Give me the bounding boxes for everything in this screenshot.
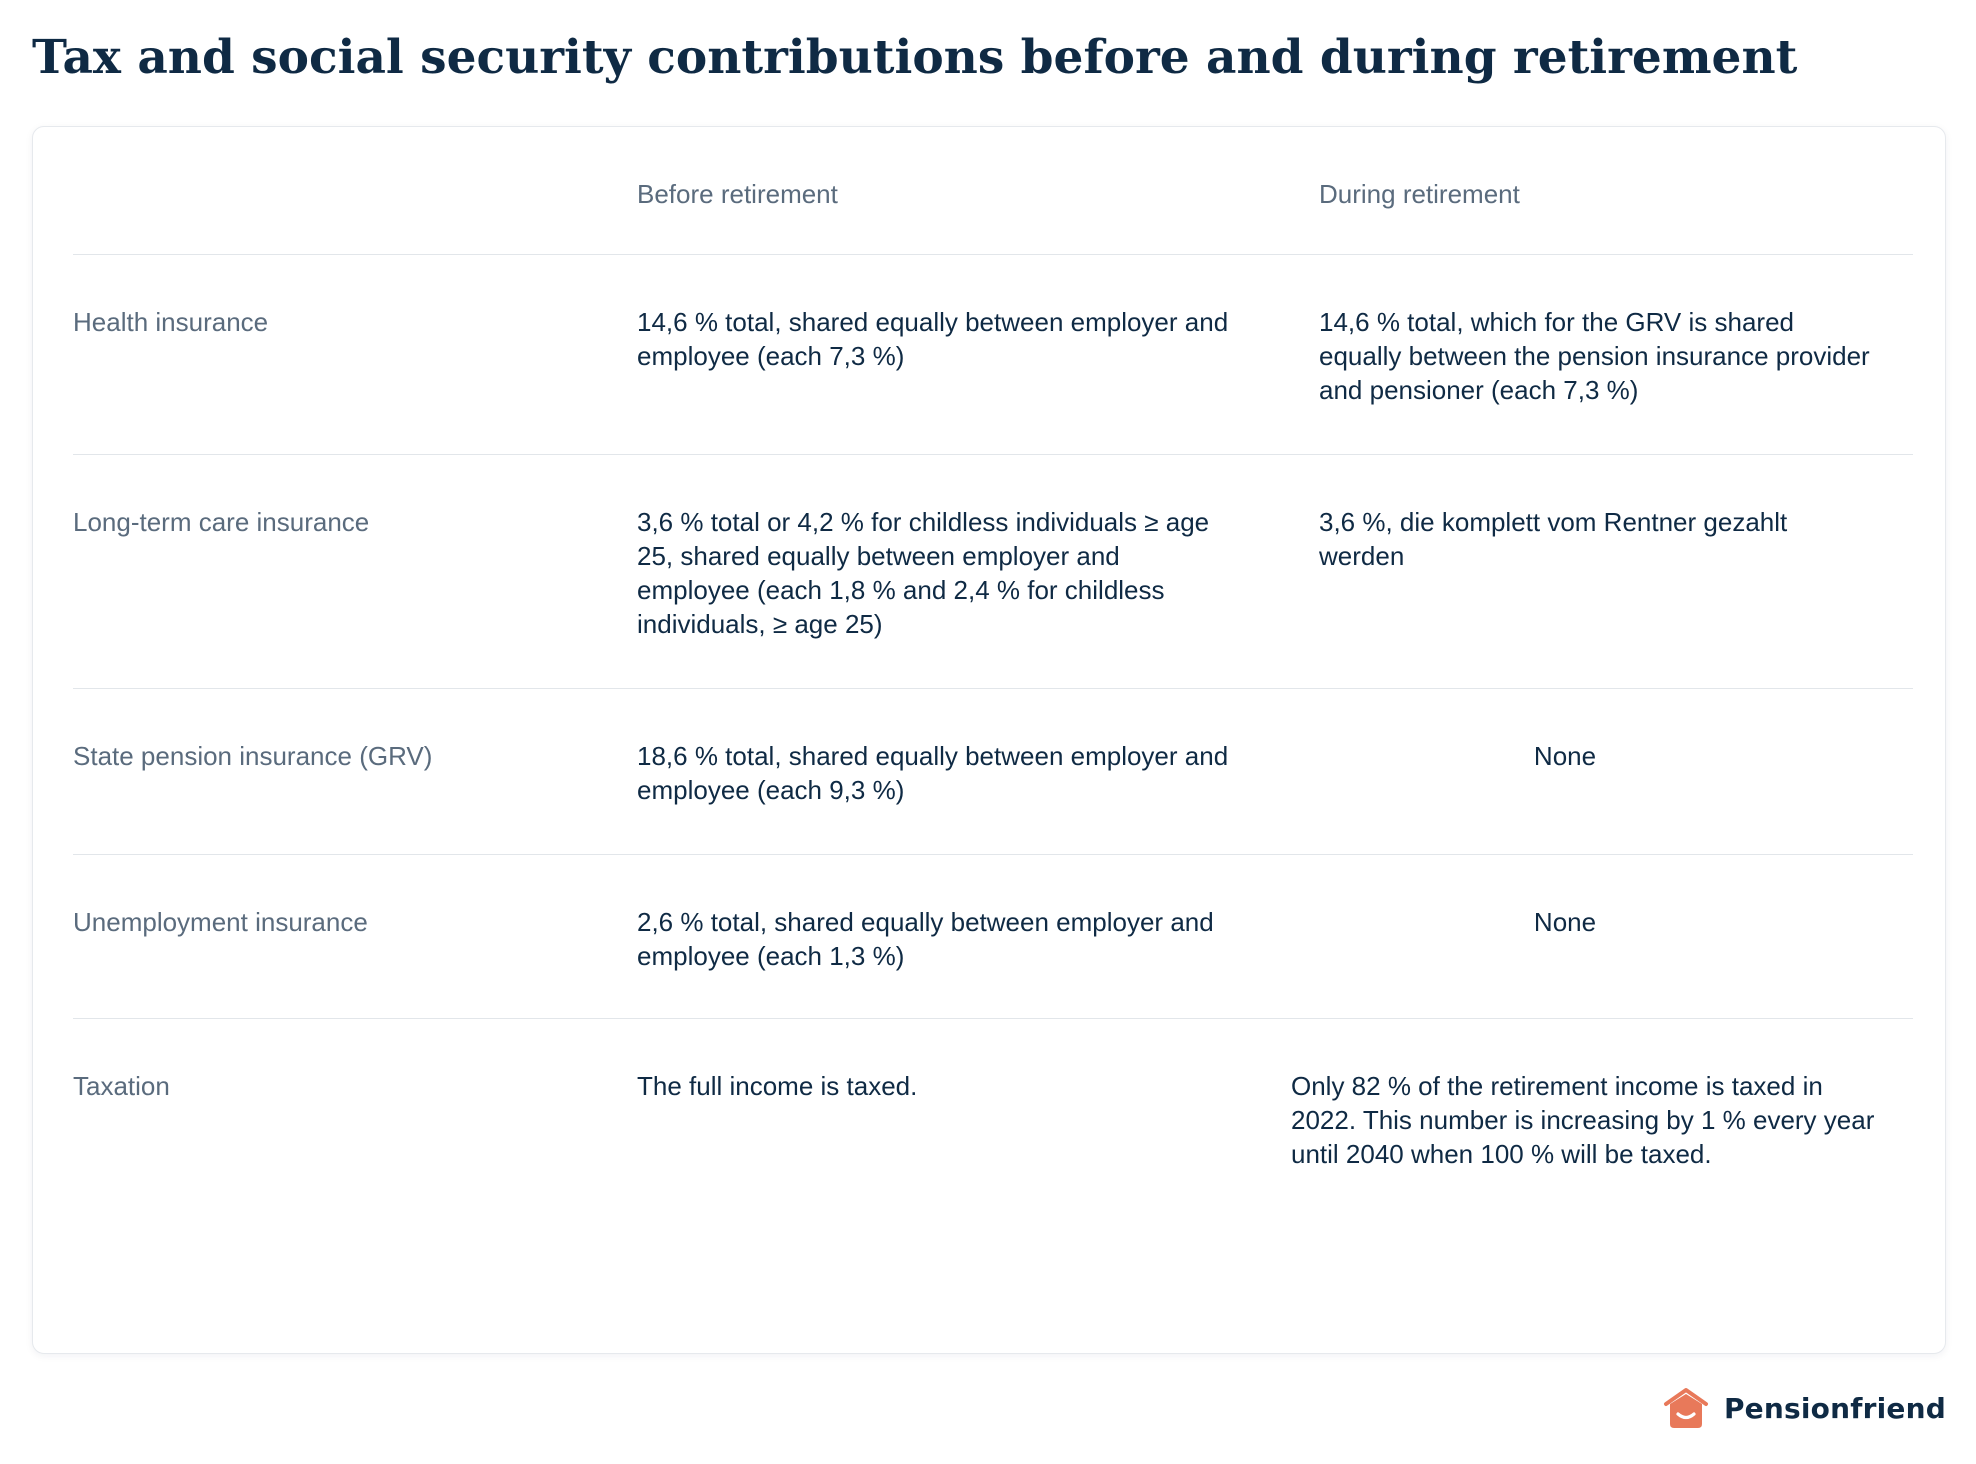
column-header-during-retirement: During retirement (1319, 179, 1520, 209)
page-title: Tax and social security contributions be… (32, 30, 1798, 85)
before-retirement-cell: 14,6 % total, shared equally between emp… (637, 307, 1229, 371)
table-header-row: Before retirement During retirement (73, 127, 1913, 255)
during-retirement-cell: 14,6 % total, which for the GRV is share… (1319, 307, 1870, 405)
row-label: State pension insurance (GRV) (73, 741, 433, 771)
contributions-table-card: Before retirement During retirement Heal… (32, 126, 1946, 1354)
table-row-health-insurance: Health insurance 14,6 % total, shared eq… (73, 255, 1913, 455)
house-smile-icon (1663, 1388, 1708, 1428)
during-retirement-cell: Only 82 % of the retirement income is ta… (1291, 1071, 1875, 1169)
row-label: Health insurance (73, 307, 269, 337)
table-row-unemployment: Unemployment insurance 2,6 % total, shar… (73, 855, 1913, 1019)
before-retirement-cell: 3,6 % total or 4,2 % for childless indiv… (637, 507, 1210, 639)
row-label: Taxation (73, 1071, 170, 1101)
row-label: Long-term care insurance (73, 507, 370, 537)
column-header-before-retirement: Before retirement (637, 179, 838, 209)
before-retirement-cell: 2,6 % total, shared equally between empl… (637, 907, 1214, 971)
before-retirement-cell: 18,6 % total, shared equally between emp… (637, 741, 1229, 805)
table-row-taxation: Taxation The full income is taxed. Only … (73, 1019, 1913, 1219)
table-row-state-pension: State pension insurance (GRV) 18,6 % tot… (73, 689, 1913, 855)
row-label: Unemployment insurance (73, 907, 368, 937)
contributions-table: Before retirement During retirement Heal… (73, 127, 1913, 1219)
brand-name: Pensionfriend (1723, 1391, 1946, 1425)
during-retirement-cell: 3,6 %, die komplett vom Rentner gezahlt … (1319, 507, 1788, 571)
before-retirement-cell: The full income is taxed. (637, 1071, 918, 1101)
during-retirement-cell: None (1533, 741, 1597, 771)
during-retirement-cell: None (1533, 907, 1597, 937)
table-row-long-term-care: Long-term care insurance 3,6 % total or … (73, 455, 1913, 689)
brand-footer: Pensionfriend (1662, 1384, 1946, 1432)
